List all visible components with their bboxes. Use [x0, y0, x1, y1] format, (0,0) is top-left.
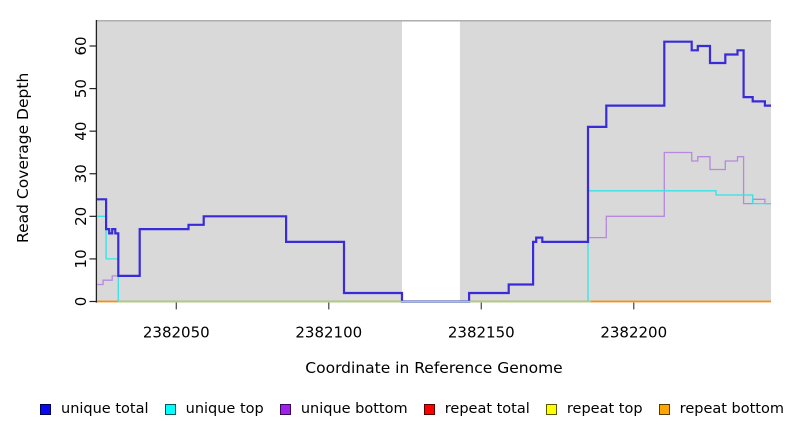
- x-tick-label: 2382100: [295, 324, 362, 342]
- y-tick-label: 30: [72, 164, 90, 183]
- legend-item-repeat-top: repeat top: [545, 401, 643, 417]
- legend-swatch-repeat-total: [423, 403, 435, 415]
- legend-swatch-unique-top: [164, 403, 176, 415]
- legend-swatch-repeat-bottom: [658, 403, 670, 415]
- y-tick-label: 0: [72, 297, 90, 307]
- gap-band: [401, 21, 460, 302]
- series-unique-total: [97, 40, 771, 303]
- legend-swatch-unique-total: [40, 403, 51, 415]
- x-tick-label: 2382050: [143, 324, 210, 342]
- legend-item-unique-bottom: unique bottom: [279, 401, 408, 417]
- x-tick-label: 2382150: [448, 324, 515, 342]
- legend-item-repeat-bottom: repeat bottom: [658, 401, 784, 417]
- legend-swatch-repeat-top: [545, 403, 557, 415]
- legend-item-unique-total: unique total: [40, 401, 149, 417]
- legend-label: repeat total: [444, 401, 530, 417]
- legend: unique total unique top unique bottom re…: [40, 398, 784, 420]
- legend-swatch-unique-bottom: [279, 403, 291, 415]
- x-axis-title: Coordinate in Reference Genome: [305, 359, 563, 377]
- y-tick-label: 10: [72, 249, 90, 268]
- y-tick-label: 20: [72, 207, 90, 226]
- legend-item-repeat-total: repeat total: [423, 401, 530, 417]
- y-axis-title: Read Coverage Depth: [14, 72, 32, 244]
- coverage-plot: 0 10 20 30 40 50 60 2382050 2382100 2382150 238220…: [72, 19, 771, 342]
- legend-label: repeat bottom: [679, 401, 784, 417]
- x-tick-label: 2382200: [600, 324, 667, 342]
- legend-item-unique-top: unique top: [164, 401, 264, 417]
- legend-label: unique top: [185, 401, 264, 417]
- legend-label: repeat top: [566, 401, 643, 417]
- y-tick-label: 40: [72, 122, 90, 141]
- y-tick-label: 60: [72, 36, 90, 55]
- legend-label: unique bottom: [300, 401, 408, 417]
- series-unique-top: [97, 190, 771, 303]
- y-tick-label: 50: [72, 79, 90, 98]
- legend-label: unique total: [61, 401, 149, 417]
